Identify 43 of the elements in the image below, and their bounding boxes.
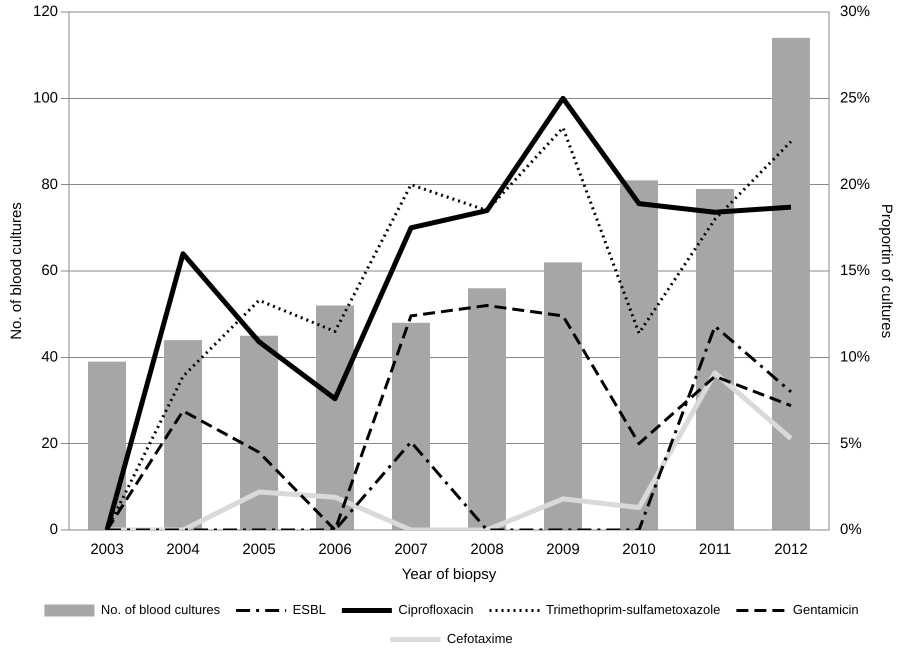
y-tick-label: 120 (32, 3, 58, 20)
legend-label: ESBL (292, 602, 326, 618)
y2-tick-label: 5% (840, 434, 862, 452)
y-tick-label: 100 (32, 89, 58, 106)
bar (772, 38, 810, 530)
y2-tick-label: 15% (840, 262, 870, 280)
y2-tick-label: 25% (840, 89, 870, 106)
x-axis-title: Year of biopsy (402, 566, 497, 584)
y2-axis-title: Proportin of cultures (878, 204, 895, 338)
legend-label: Cefotaxime (446, 631, 513, 646)
y-tick-label: 0 (50, 521, 58, 538)
y2-tick-label: 0% (840, 521, 862, 538)
y-tick-label: 40 (41, 348, 58, 366)
bar (468, 288, 506, 530)
x-tick-label: 2010 (622, 541, 656, 558)
x-tick-label: 2007 (394, 541, 428, 558)
legend-label: Trimethoprim-sulfametoxazole (546, 602, 720, 618)
bar (544, 262, 582, 530)
x-tick-label: 2011 (698, 541, 732, 558)
bar (88, 362, 126, 530)
x-tick-label: 2009 (546, 541, 580, 558)
bar (392, 322, 430, 530)
x-tick-label: 2006 (318, 541, 352, 558)
legend-label: Ciprofloxacin (398, 602, 474, 618)
x-tick-label: 2003 (90, 541, 124, 558)
x-tick-label: 2012 (774, 541, 808, 558)
legend-label: Gentamicin (792, 602, 859, 618)
y-tick-label: 20 (41, 434, 58, 452)
bar (240, 336, 278, 530)
bar (696, 188, 734, 530)
y-axis-title: No. of blood cultures (8, 202, 26, 340)
bar (316, 306, 354, 530)
bar (620, 180, 658, 530)
y-tick-label: 80 (41, 176, 58, 193)
y-tick-label: 60 (41, 262, 58, 280)
y2-tick-label: 10% (840, 348, 870, 366)
bar (164, 340, 202, 530)
y2-tick-label: 20% (840, 176, 870, 193)
x-tick-label: 2004 (166, 541, 200, 558)
y2-tick-label: 30% (840, 3, 870, 20)
legend-label: No. of blood cultures (100, 602, 221, 618)
x-tick-label: 2008 (470, 541, 504, 558)
x-tick-label: 2005 (242, 541, 276, 558)
